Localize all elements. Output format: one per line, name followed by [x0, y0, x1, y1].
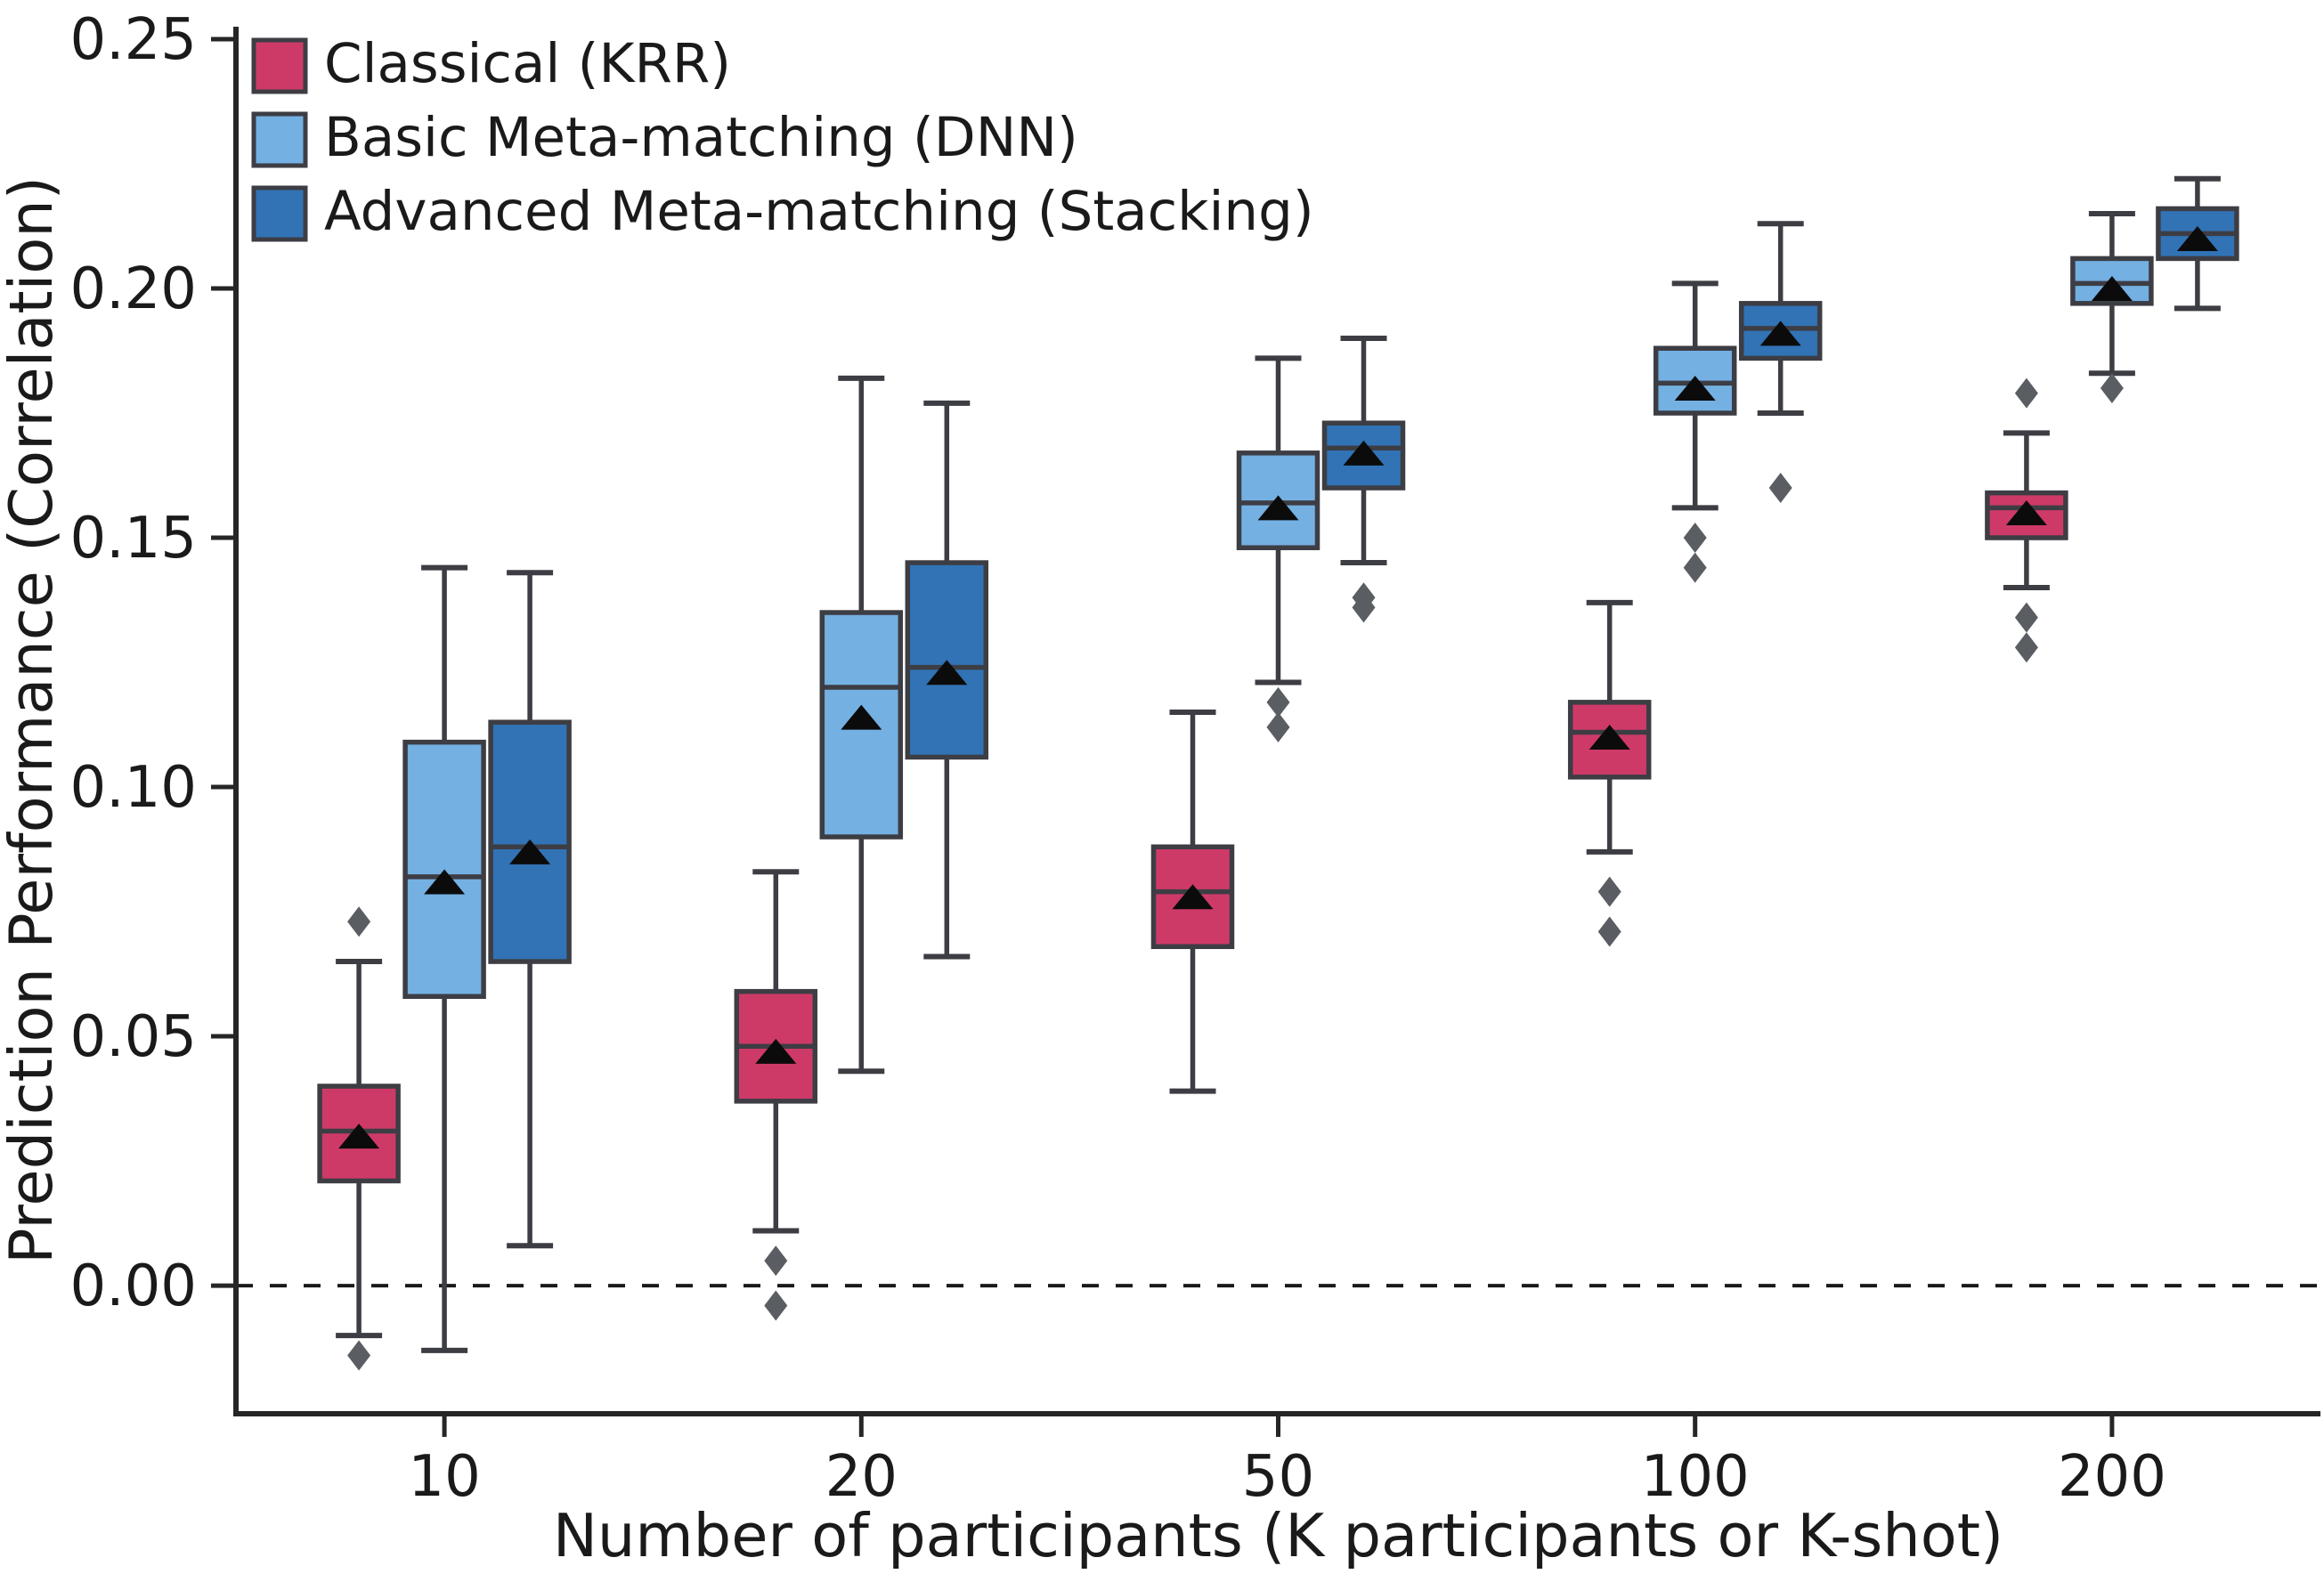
outlier-marker	[1352, 592, 1376, 623]
legend-item-basic: Basic Meta-matching (DNN)	[251, 106, 1078, 169]
x-tick-label: 20	[825, 1444, 898, 1510]
x-tick-label: 200	[2058, 1444, 2166, 1510]
y-tick-label: 0.00	[70, 1254, 198, 1319]
x-tick-label: 100	[1641, 1444, 1750, 1510]
box-classical-50	[1150, 710, 1235, 1094]
box-advanced-50	[1321, 336, 1406, 623]
iqr-box	[488, 719, 572, 964]
outlier-marker	[1266, 686, 1290, 718]
box-advanced-10	[488, 570, 572, 1249]
box-advanced-100	[1738, 221, 1823, 504]
box-classical-10	[317, 906, 401, 1371]
iqr-box	[1236, 450, 1320, 550]
x-tick-label: 50	[1242, 1444, 1314, 1510]
legend-swatch-classical	[251, 37, 308, 94]
legend: Classical (KRR) Basic Meta-matching (DNN)…	[251, 32, 1314, 243]
x-tick-label: 10	[408, 1444, 480, 1510]
mean-marker	[926, 660, 968, 686]
box-basic-50	[1236, 355, 1320, 742]
y-tick-label: 0.25	[70, 7, 198, 73]
mean-marker	[755, 1038, 797, 1064]
iqr-box	[402, 739, 486, 1000]
legend-item-advanced: Advanced Meta-matching (Stacking)	[251, 180, 1314, 243]
box-basic-10	[402, 564, 486, 1353]
legend-swatch-basic	[251, 111, 308, 168]
outlier-marker	[2014, 602, 2038, 633]
mean-marker	[1674, 376, 1716, 402]
outlier-marker	[1683, 523, 1707, 554]
mean-marker	[1589, 725, 1630, 750]
y-tick-label: 0.10	[70, 755, 198, 821]
outlier-marker	[1266, 711, 1290, 742]
outlier-marker	[1597, 916, 1621, 947]
outlier-marker	[347, 906, 371, 937]
outlier-marker	[1768, 473, 1792, 504]
box-classical-100	[1567, 599, 1652, 947]
outlier-marker	[2014, 377, 2038, 409]
legend-item-classical: Classical (KRR)	[251, 32, 731, 95]
y-tick-label: 0.20	[70, 256, 198, 322]
mean-marker	[1172, 884, 1214, 910]
box-advanced-20	[905, 400, 989, 960]
mean-marker	[424, 869, 466, 895]
x-axis-title: Number of participants (K participants o…	[553, 1501, 2003, 1570]
legend-label-advanced: Advanced Meta-matching (Stacking)	[324, 180, 1314, 243]
mean-marker	[338, 1124, 380, 1149]
legend-label-basic: Basic Meta-matching (DNN)	[324, 106, 1078, 169]
y-tick-label: 0.15	[70, 506, 198, 572]
mean-marker	[1257, 495, 1299, 521]
legend-swatch-advanced	[251, 185, 308, 242]
mean-marker	[2005, 500, 2047, 526]
mean-marker	[1343, 440, 1385, 466]
box-advanced-200	[2156, 175, 2239, 312]
y-axis-title: Prediction Performance (Correlation)	[0, 176, 66, 1264]
series-advanced	[488, 175, 2239, 1249]
outlier-marker	[1683, 552, 1707, 583]
series-basic	[402, 211, 2154, 1353]
outlier-marker	[764, 1290, 788, 1321]
box-classical-20	[734, 869, 818, 1321]
mean-marker	[2176, 226, 2218, 252]
box-basic-20	[819, 375, 904, 1075]
mean-marker	[2091, 276, 2133, 302]
box-classical-200	[1985, 377, 2068, 663]
box-basic-200	[2070, 211, 2154, 404]
outlier-marker	[764, 1245, 788, 1277]
legend-label-classical: Classical (KRR)	[324, 32, 731, 95]
y-tick-label: 0.05	[70, 1004, 198, 1070]
box-basic-100	[1653, 280, 1737, 583]
outlier-marker	[2014, 632, 2038, 663]
iqr-box	[905, 560, 989, 760]
mean-marker	[509, 839, 551, 864]
mean-marker	[841, 704, 882, 730]
outlier-marker	[2100, 373, 2124, 404]
outlier-marker	[1597, 876, 1621, 907]
series-classical	[317, 377, 2068, 1371]
outlier-marker	[347, 1340, 371, 1371]
mean-marker	[1759, 320, 1801, 346]
